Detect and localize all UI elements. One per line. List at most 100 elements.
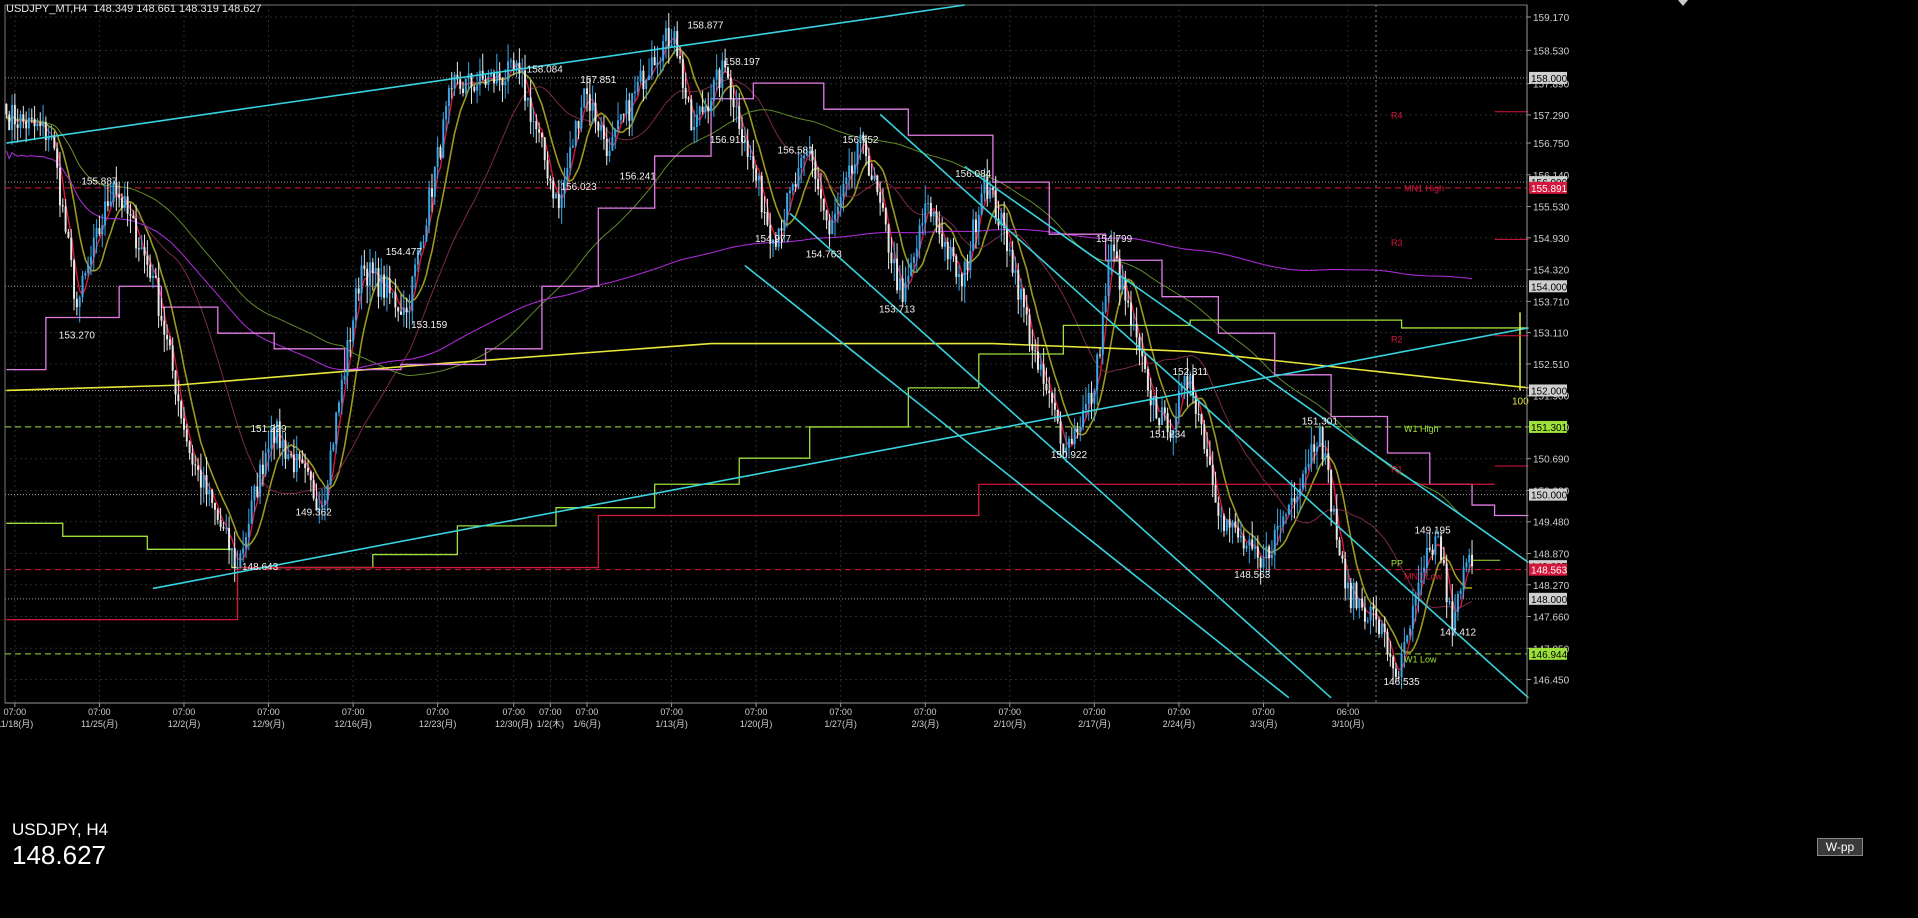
- candle-body: [848, 165, 851, 178]
- candle-body: [1265, 546, 1268, 559]
- candle-body: [735, 106, 738, 108]
- price-box: [1529, 647, 1567, 660]
- candle-body: [1380, 623, 1383, 635]
- price-tick-label: 155.530: [1533, 203, 1570, 214]
- candle-body: [1206, 449, 1209, 457]
- candle-body: [307, 467, 309, 472]
- candle-body: [259, 464, 262, 497]
- chart-shift-marker[interactable]: [1678, 0, 1688, 6]
- candle-body: [684, 87, 687, 99]
- candle-body: [1301, 473, 1304, 489]
- candle-body: [208, 489, 211, 495]
- time-tick-hour: 07:00: [502, 707, 525, 717]
- candle-body: [346, 340, 349, 376]
- candle-body: [817, 179, 820, 190]
- candle-body: [115, 182, 118, 195]
- time-tick-date: 1/2(木): [537, 718, 565, 729]
- candle-body: [363, 265, 366, 269]
- candle-body: [1161, 407, 1163, 426]
- pivot-label: R1: [1391, 465, 1403, 475]
- price-box: [1529, 71, 1567, 84]
- candle-body: [1076, 428, 1079, 432]
- ma-400-line: [5, 150, 1473, 371]
- candle-body: [642, 70, 645, 90]
- candle-body: [174, 370, 177, 395]
- chart-header: USDJPY_MT,H4 148.349 148.661 148.319 148…: [6, 3, 262, 15]
- candle-body: [563, 179, 566, 195]
- candle-body: [628, 100, 631, 121]
- candle-body: [58, 167, 61, 206]
- candle-body: [698, 106, 701, 115]
- candle-body: [369, 262, 371, 286]
- candle-body: [989, 187, 992, 199]
- candle-body: [898, 278, 901, 291]
- candle-body: [1090, 392, 1093, 404]
- candle-body: [1039, 364, 1042, 370]
- ma-medium-line: [5, 48, 1473, 654]
- time-tick-hour: 07:00: [1168, 707, 1191, 717]
- candle-body: [986, 176, 989, 199]
- candle-body: [476, 85, 479, 91]
- candle-body: [120, 197, 123, 209]
- candle-body: [1146, 368, 1149, 391]
- candle-body: [177, 394, 180, 402]
- candle-body: [104, 201, 107, 226]
- candle-body: [1003, 212, 1006, 228]
- candle-body: [1223, 515, 1225, 531]
- candle-body: [588, 94, 591, 111]
- candle-body: [805, 153, 808, 156]
- candle-body: [1101, 312, 1104, 355]
- candle-body: [1192, 374, 1194, 397]
- candle-body: [608, 150, 611, 157]
- candle-body: [707, 106, 710, 112]
- candle-body: [290, 454, 293, 456]
- candle-body: [715, 69, 718, 80]
- candle-body: [490, 72, 493, 77]
- scale-label: 100: [1512, 396, 1529, 407]
- candle-body: [222, 526, 225, 529]
- candle-body: [87, 264, 90, 273]
- candle-body: [1304, 466, 1307, 474]
- candle-body: [712, 79, 715, 102]
- candle-body: [1127, 300, 1130, 303]
- candle-body: [1197, 413, 1200, 415]
- candle-body: [1392, 656, 1395, 669]
- candle-body: [1239, 535, 1242, 538]
- swing-price-label: 158.197: [724, 57, 761, 68]
- candle-body: [650, 57, 653, 76]
- candle-body: [924, 203, 927, 224]
- candle-body: [433, 166, 436, 197]
- swing-price-label: 156.910: [710, 135, 747, 146]
- time-tick-date: 2/3(月): [911, 719, 939, 729]
- candle-body: [329, 450, 332, 486]
- candle-body: [619, 114, 622, 121]
- candle-body: [109, 201, 112, 207]
- candle-body: [338, 402, 340, 413]
- candle-body: [445, 105, 448, 120]
- candle-body: [1014, 270, 1017, 273]
- candle-body: [1268, 546, 1271, 559]
- candle-body: [216, 509, 219, 520]
- candle-body: [1144, 356, 1147, 369]
- candle-body: [1141, 350, 1144, 357]
- candle-body: [673, 31, 676, 45]
- candle-body: [1034, 350, 1037, 352]
- candle-body: [1318, 426, 1321, 447]
- time-tick-date: 2/24(月): [1163, 719, 1196, 729]
- w-pp-button[interactable]: W-pp: [1817, 838, 1863, 856]
- time-tick-hour: 07:00: [426, 707, 449, 717]
- symbol-info: USDJPY_MT,H4: [6, 3, 88, 15]
- candle-body: [92, 237, 95, 257]
- candle-body: [862, 134, 865, 141]
- candle-body: [594, 102, 597, 123]
- candle-body: [13, 104, 16, 125]
- candle-body: [30, 117, 33, 119]
- time-tick-hour: 07:00: [829, 707, 852, 717]
- time-tick-date: 11/25(月): [81, 719, 118, 729]
- candle-body: [143, 247, 146, 256]
- candle-body: [1065, 447, 1068, 453]
- candle-body: [228, 528, 231, 551]
- candle-body: [180, 401, 183, 419]
- candle-body: [907, 276, 910, 283]
